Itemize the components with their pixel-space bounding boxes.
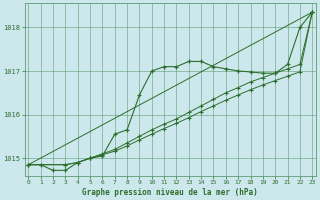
X-axis label: Graphe pression niveau de la mer (hPa): Graphe pression niveau de la mer (hPa) — [83, 188, 258, 197]
